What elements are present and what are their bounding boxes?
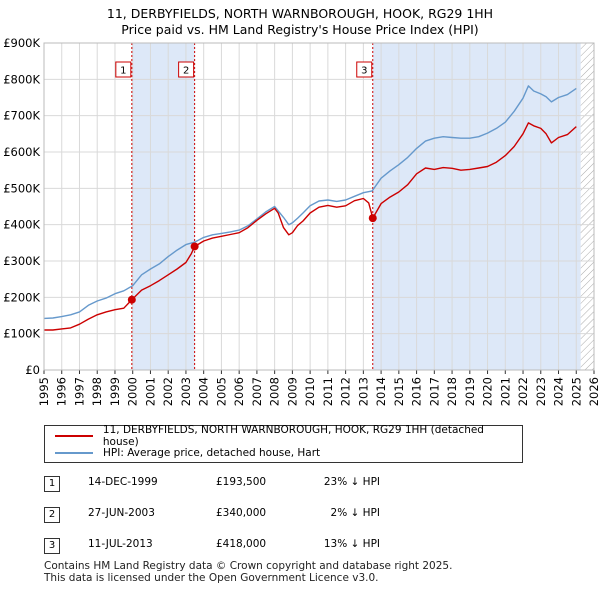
transaction-number: 2 [44, 507, 60, 523]
transaction-hpi-diff: 13% ↓ HPI [323, 538, 380, 550]
transaction-date: 27-JUN-2003 [88, 507, 155, 519]
sale-number-box [178, 61, 195, 78]
transaction-row: 2 27-JUN-2003 £340,000 2% ↓ HPI [44, 505, 544, 525]
x-tick-label: 2014 [374, 377, 388, 406]
legend-label-property: 11, DERBYFIELDS, NORTH WARNBOROUGH, HOOK… [102, 424, 484, 448]
forecast-hatch [580, 43, 594, 370]
x-tick-label: 2012 [339, 377, 353, 406]
x-tick-label: 2021 [498, 377, 512, 406]
x-tick-label: 2017 [427, 377, 441, 406]
x-tick-label: 2026 [587, 377, 600, 406]
y-tick-label: £400K [3, 218, 40, 232]
sale-number-label: 2 [183, 66, 189, 77]
transaction-hpi-diff: 23% ↓ HPI [323, 476, 380, 488]
legend-item-hpi: HPI: Average price, detached house, Hart [55, 445, 320, 461]
transaction-price: £418,000 [216, 538, 267, 550]
plot-frame [43, 42, 595, 371]
x-tick-label: 2016 [410, 377, 424, 406]
x-tick-label: 2022 [516, 377, 530, 406]
x-tick-label: 2005 [214, 377, 228, 406]
legend-item-property: 11, DERBYFIELDS, NORTH WARNBOROUGH, HOOK… [55, 424, 522, 448]
x-tick-label: 2001 [143, 377, 157, 406]
ownership-shade [372, 43, 581, 370]
legend-line-property [55, 435, 93, 437]
transaction-price: £193,500 [216, 476, 267, 488]
footer-licence: This data is licensed under the Open Gov… [44, 572, 379, 584]
chart-title-line2: Price paid vs. HM Land Registry's House … [121, 22, 479, 37]
y-tick-label: £100K [3, 327, 40, 341]
sale-point [127, 295, 136, 304]
y-tick-label: £900K [3, 36, 40, 50]
transaction-hpi-diff: 2% ↓ HPI [330, 507, 380, 519]
x-tick-label: 1995 [37, 377, 51, 406]
footer-copyright: Contains HM Land Registry data © Crown c… [44, 560, 453, 572]
transaction-date: 14-DEC-1999 [88, 476, 158, 488]
x-tick-label: 2011 [321, 377, 335, 406]
x-tick-label: 1997 [72, 377, 86, 406]
x-tick-label: 2020 [481, 377, 495, 406]
sale-point [190, 242, 199, 251]
transaction-date: 11-JUL-2013 [88, 538, 153, 550]
hpi-series-line [43, 85, 577, 320]
y-tick-label: £500K [3, 181, 40, 195]
x-tick-label: 2010 [303, 377, 317, 406]
x-tick-label: 1999 [108, 377, 122, 406]
sale-number-label: 1 [120, 66, 126, 77]
transaction-row: 1 14-DEC-1999 £193,500 23% ↓ HPI [44, 474, 544, 494]
price-chart: 1 2 3 £0 £100K £200K £300K £400K £500K £600K £700… [3, 36, 600, 406]
ownership-shade [131, 43, 195, 370]
legend-line-hpi [55, 452, 93, 454]
y-tick-label: £600K [3, 145, 40, 159]
y-tick-label: £700K [3, 109, 40, 123]
x-tick-label: 2013 [356, 377, 370, 406]
x-tick-label: 2019 [463, 377, 477, 406]
property-series-line [44, 122, 577, 331]
x-tick-label: 1998 [90, 377, 104, 406]
x-tick-label: 2023 [534, 377, 548, 406]
y-tick-label: £800K [3, 72, 40, 86]
transaction-number: 1 [44, 476, 60, 492]
x-tick-label: 2008 [268, 377, 282, 406]
sale-number-box [115, 61, 132, 78]
transaction-row: 3 11-JUL-2013 £418,000 13% ↓ HPI [44, 536, 544, 556]
chart-title-line1: 11, DERBYFIELDS, NORTH WARNBOROUGH, HOOK… [106, 6, 494, 21]
x-tick-label: 1996 [55, 377, 69, 406]
x-tick-label: 2003 [179, 377, 193, 406]
y-tick-label: £200K [3, 290, 40, 304]
x-tick-label: 2004 [197, 377, 211, 406]
x-tick-label: 2015 [392, 377, 406, 406]
y-tick-label: £300K [3, 254, 40, 268]
x-tick-label: 2018 [445, 377, 459, 406]
legend-label-hpi: HPI: Average price, detached house, Hart [103, 447, 321, 459]
x-tick-label: 2007 [250, 377, 264, 406]
x-tick-label: 2006 [232, 377, 246, 406]
sale-point [368, 214, 377, 223]
sale-number-label: 3 [361, 66, 367, 77]
sale-number-box [356, 61, 373, 78]
transaction-price: £340,000 [216, 507, 267, 519]
x-tick-label: 2025 [569, 377, 583, 406]
x-tick-label: 2000 [126, 377, 140, 406]
y-tick-label: £0 [25, 363, 40, 377]
x-tick-label: 2024 [552, 377, 566, 406]
x-tick-label: 2002 [161, 377, 175, 406]
legend: 11, DERBYFIELDS, NORTH WARNBOROUGH, HOOK… [44, 424, 523, 463]
x-tick-label: 2009 [285, 377, 299, 406]
transaction-number: 3 [44, 538, 60, 554]
